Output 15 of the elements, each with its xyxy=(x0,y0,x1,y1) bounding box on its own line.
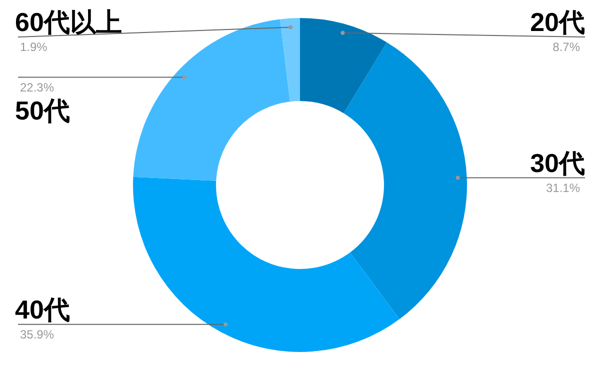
slice-label: 50代 xyxy=(15,95,70,126)
donut-slice xyxy=(300,18,387,114)
data-label: 1.9% xyxy=(20,40,48,54)
slice-label: 40代 xyxy=(15,294,70,324)
data-label: 31.1% xyxy=(546,180,580,195)
donut-slice xyxy=(344,42,467,320)
donut-slice xyxy=(133,176,400,352)
donut-slice xyxy=(280,18,300,102)
slice-label: 20代 xyxy=(530,7,585,37)
donut-slice xyxy=(133,19,290,181)
data-label: 22.3% xyxy=(20,80,54,94)
data-label: 8.7% xyxy=(552,40,580,54)
slice-label: 30代 xyxy=(530,148,585,178)
slice-label: 60代以上 xyxy=(15,7,122,37)
data-label: 35.9% xyxy=(20,327,54,342)
